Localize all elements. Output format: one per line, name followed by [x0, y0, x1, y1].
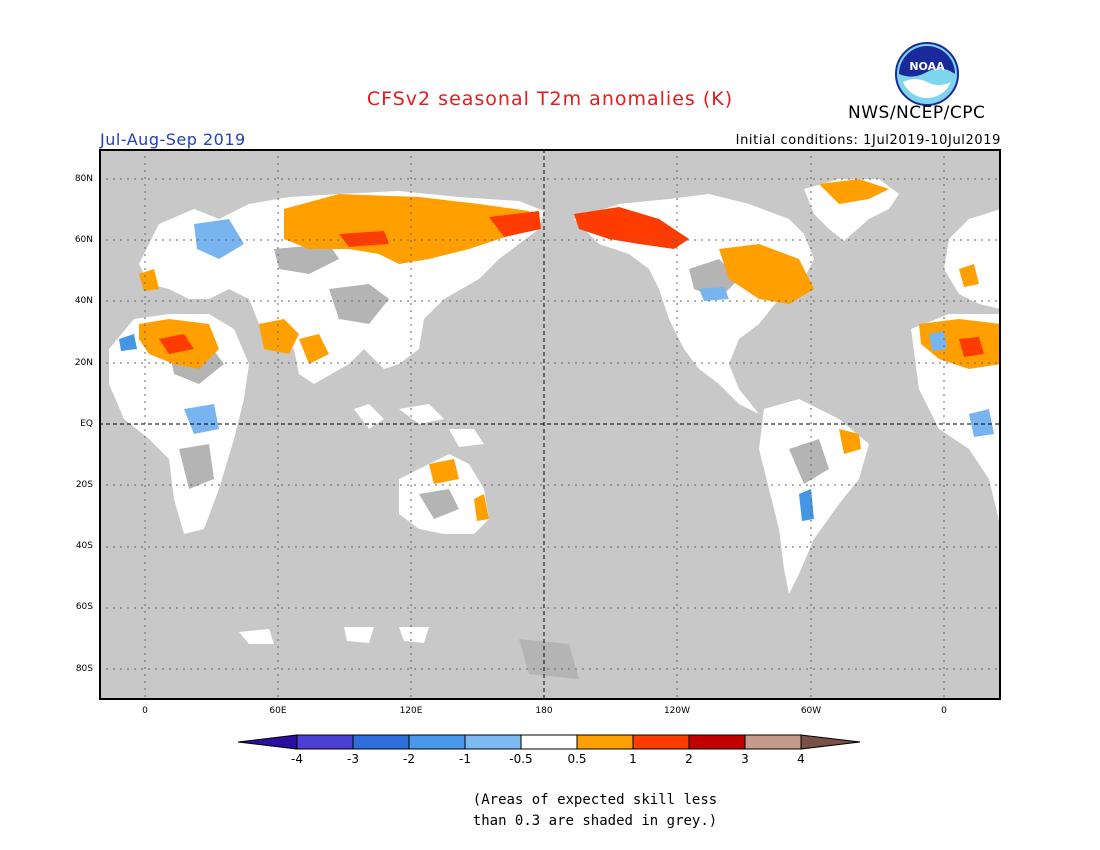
colorbar	[238, 734, 861, 750]
colorbar-label: 0.5	[567, 752, 587, 766]
skill-note-line1: (Areas of expected skill less	[472, 792, 718, 808]
lon-label-180: 180	[535, 706, 553, 716]
lon-label-0: 0	[142, 706, 148, 716]
colorbar-box	[520, 734, 578, 750]
lat-label-80n: 80N	[74, 174, 93, 184]
colorbar-label: 3	[741, 752, 749, 766]
lon-label-120e: 120E	[399, 706, 423, 716]
initial-conditions-label: Initial conditions: 1Jul2019-10Jul2019	[735, 133, 1001, 148]
lat-label-20n: 20N	[74, 358, 93, 368]
cool-anomaly-areas	[119, 219, 994, 521]
colorbar-label: -3	[347, 752, 359, 766]
lat-label-20s: 20S	[75, 480, 93, 490]
season-label: Jul-Aug-Sep 2019	[100, 130, 246, 149]
eurasia-wrap-land	[944, 209, 1001, 309]
lon-label-60w: 60W	[800, 706, 822, 716]
logo-lettering: NOAA	[909, 60, 945, 73]
map-gridlines	[99, 149, 1001, 700]
africa-wrap-land	[911, 314, 1001, 529]
colorbar-box	[408, 734, 466, 750]
colorbar-box	[576, 734, 634, 750]
lon-label-120w: 120W	[663, 706, 691, 716]
lat-label-60s: 60S	[75, 602, 93, 612]
lat-label-60n: 60N	[74, 235, 93, 245]
maritime-continent-land	[354, 404, 484, 447]
colorbar-box	[296, 734, 354, 750]
lat-label-40s: 40S	[75, 541, 93, 551]
agency-label: NWS/NCEP/CPC	[848, 103, 986, 123]
colorbar-label: -2	[403, 752, 415, 766]
skill-note-line2: than 0.3 are shaded in grey.)	[472, 813, 718, 829]
south-america-land	[759, 399, 869, 594]
antarctica-white-patches	[239, 627, 429, 644]
colorbar-label: -0.5	[509, 752, 533, 766]
noaa-logo: NOAA	[895, 42, 959, 106]
lat-label-40n: 40N	[74, 296, 93, 306]
colorbar-label: -1	[459, 752, 471, 766]
anomaly-map	[99, 149, 1001, 700]
lat-label-80s: 80S	[75, 664, 93, 674]
map-title: CFSv2 seasonal T2m anomalies (K)	[366, 88, 734, 110]
colorbar-label: -4	[291, 752, 303, 766]
colorbar-arrow-left	[238, 734, 298, 750]
warm-anomaly-areas	[139, 179, 1001, 521]
lon-label-60e: 60E	[269, 706, 287, 716]
colorbar-arrow-right	[800, 734, 861, 750]
colorbar-box	[464, 734, 522, 750]
map-frame	[99, 149, 1001, 700]
colorbar-label: 1	[629, 752, 637, 766]
lon-label-0-east: 0	[941, 706, 947, 716]
colorbar-box	[688, 734, 746, 750]
antarctica-land	[99, 625, 1001, 700]
lat-label-eq: EQ	[80, 419, 93, 429]
colorbar-label: 2	[685, 752, 693, 766]
colorbar-box	[744, 734, 802, 750]
colorbar-box	[632, 734, 690, 750]
colorbar-box	[352, 734, 410, 750]
colorbar-label: 4	[797, 752, 805, 766]
